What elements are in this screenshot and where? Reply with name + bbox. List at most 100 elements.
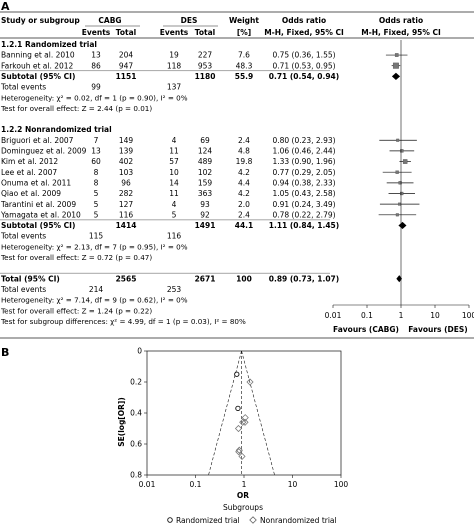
row-cell-dt: 93: [200, 200, 210, 209]
funnel-legend-title: Subgroups: [223, 503, 263, 512]
funnel-x-tick-label: 10: [288, 480, 298, 489]
row-cell-ce: 99: [91, 83, 101, 92]
row-label: Subtotal (95% CI): [1, 221, 75, 230]
row-cell-dt: 363: [198, 189, 213, 198]
row-cell-or: 1.06 (0.46, 2.44): [272, 147, 335, 156]
row-cell-or: 0.71 (0.54, 0.94): [269, 72, 339, 81]
header-cabg: CABG: [98, 16, 121, 25]
row-label: Tarantini et al. 2009: [0, 200, 76, 209]
row-cell-dt: 159: [198, 178, 213, 187]
study-square: [394, 53, 399, 57]
legend-diamond-marker: [249, 516, 257, 524]
row-cell-ct: 96: [121, 178, 131, 187]
study-square: [398, 202, 402, 206]
row-cell-ct: 2565: [116, 274, 137, 283]
study-square: [395, 170, 399, 174]
row-cell-w: 100: [236, 274, 252, 283]
row-label: Test for overall effect: Z = 1.24 (p = 0…: [0, 306, 152, 315]
row-label: Onuma et al. 2011: [1, 178, 71, 187]
row-label: Test for subgroup differences: χ² = 4.99…: [0, 317, 246, 326]
row-cell-ce: 60: [91, 157, 101, 166]
funnel-y-tick-label: 0.6: [130, 440, 142, 449]
study-square: [402, 159, 408, 164]
row-cell-w: 2.4: [238, 210, 250, 219]
row-cell-de: 4: [172, 200, 177, 209]
row-cell-or: 0.75 (0.36, 1.55): [272, 51, 335, 60]
row-label: Lee et al. 2007: [1, 168, 57, 177]
row-cell-de: 253: [167, 285, 182, 294]
row-cell-ce: 5: [94, 189, 99, 198]
row-label: Heterogeneity: χ² = 2.13, df = 7 (p = 0.…: [1, 242, 188, 251]
row-cell-or: 0.80 (0.23, 2.93): [272, 136, 335, 145]
funnel-point-randomized: [235, 405, 241, 411]
pooled-diamond: [391, 72, 401, 80]
row-cell-ce: 214: [89, 285, 104, 294]
header-weight: Weight: [229, 16, 259, 25]
row-cell-ct: 947: [119, 61, 134, 70]
favours-des-label: Favours (DES): [408, 325, 468, 334]
study-square: [392, 62, 399, 69]
header-study: Study or subgroup: [1, 16, 80, 25]
row-cell-or: 0.94 (0.38, 2.33): [272, 178, 335, 187]
row-cell-w: 4.2: [238, 168, 250, 177]
pooled-diamond: [398, 221, 407, 230]
row-cell-de: 19: [169, 51, 179, 60]
header-cabg-total: Total: [116, 28, 137, 37]
row-cell-de: 11: [169, 189, 179, 198]
header-method-text: M-H, Fixed, 95% CI: [264, 28, 344, 37]
row-label: Heterogeneity: χ² = 7.14, df = 9 (p = 0.…: [1, 296, 188, 305]
row-cell-ce: 13: [91, 51, 101, 60]
funnel-x-tick-label: 0.01: [139, 480, 156, 489]
row-label: Heterogeneity: χ² = 0.02, df = 1 (p = 0.…: [1, 93, 188, 102]
row-cell-ct: 204: [119, 51, 134, 60]
row-cell-dt: 102: [198, 168, 213, 177]
row-label: Total events: [0, 285, 46, 294]
header-des-events: Events: [160, 28, 189, 37]
row-cell-ce: 5: [94, 200, 99, 209]
row-label: Kim et al. 2012: [1, 157, 58, 166]
funnel-plot: 0 0.2 0.4 0.6 0.80.01 0.1 1 10 100: [130, 347, 348, 490]
study-square: [396, 138, 400, 142]
row-label: Briguori et al. 2007: [1, 136, 74, 145]
header-or-plot: Odds ratio: [379, 16, 423, 25]
funnel-point-nonrandomized: [239, 418, 247, 426]
forest-x-tick-label: 100: [462, 311, 474, 320]
header-des-total: Total: [195, 28, 216, 37]
row-cell-de: 10: [169, 168, 179, 177]
row-label: Total events: [0, 83, 46, 92]
funnel-y-tick-label: 0.8: [130, 471, 142, 480]
row-cell-dt: 1180: [195, 72, 216, 81]
row-cell-dt: 489: [198, 157, 213, 166]
row-cell-ce: 5: [94, 210, 99, 219]
row-cell-dt: 124: [198, 147, 213, 156]
funnel-point-nonrandomized: [235, 446, 243, 454]
row-cell-w: 48.3: [236, 61, 253, 70]
row-cell-dt: 69: [200, 136, 210, 145]
row-cell-ce: 8: [94, 168, 99, 177]
row-cell-de: 5: [172, 210, 177, 219]
row-cell-ct: 1151: [116, 72, 137, 81]
row-cell-or: 0.91 (0.24, 3.49): [272, 200, 335, 209]
row-label: 1.2.1 Randomized trial: [1, 40, 97, 49]
row-cell-de: 57: [169, 157, 179, 166]
row-cell-de: 116: [167, 232, 182, 241]
row-label: Banning et al. 2010: [1, 51, 75, 60]
header-des: DES: [181, 16, 198, 25]
row-label: Subtotal (95% CI): [1, 72, 75, 81]
row-label: Test for overall effect: Z = 0.72 (p = 0…: [0, 253, 152, 262]
header-cabg-events: Events: [82, 28, 111, 37]
forest-x-tick-label: 1: [399, 311, 404, 320]
row-cell-w: 4.8: [238, 147, 250, 156]
panel-a-label: A: [1, 0, 10, 13]
row-cell-or: 0.89 (0.73, 1.07): [269, 274, 339, 283]
forest-x-tick-label: 0.1: [361, 311, 373, 320]
funnel-x-tick-label: 100: [334, 480, 349, 489]
row-cell-ce: 115: [89, 232, 104, 241]
row-cell-de: 11: [169, 147, 179, 156]
row-cell-or: 1.11 (0.84, 1.45): [269, 221, 339, 230]
study-square: [400, 149, 404, 153]
row-cell-w: 44.1: [235, 221, 254, 230]
row-cell-w: 2.4: [238, 136, 250, 145]
row-cell-ce: 8: [94, 178, 99, 187]
